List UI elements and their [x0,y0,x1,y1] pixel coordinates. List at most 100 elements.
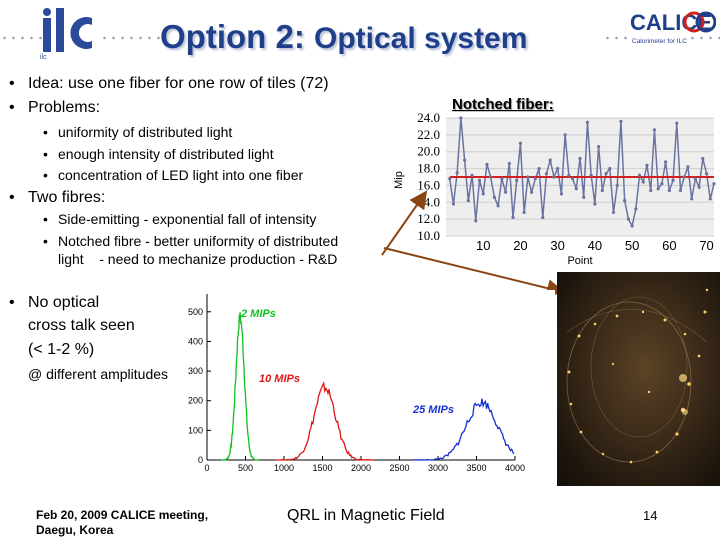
notched-data-point [667,188,671,193]
notched-data-point [544,172,549,176]
notched-data-point [693,177,697,181]
notched-y-tick-label: 10.0 [417,228,440,243]
footer-meeting: Feb 20, 2009 CALICE meeting, Daegu, Kore… [36,508,208,538]
notched-data-point [600,188,604,193]
crosstalk-line1: No optical [9,293,99,312]
notched-data-point [481,192,485,196]
notched-y-tick-label: 20.0 [417,144,440,159]
notched-y-tick-label: 18.0 [417,161,440,176]
hist-x-tick-label: 0 [204,463,209,473]
notched-data-point [541,215,545,220]
notched-data-point [552,175,556,179]
notched-data-point [690,197,694,201]
footer-meeting-line2: Daegu, Korea [36,523,114,537]
label-25-mips: 25 MIPs [412,404,454,416]
notched-data-point [485,162,489,166]
crosstalk-note: @ different amplitudes [28,366,169,382]
notched-data-point [489,175,493,179]
notched-data-point [641,180,645,184]
hist-y-tick-label: 300 [188,366,203,376]
label-10-mips: 10 MIPs [259,373,300,385]
page-number: 14 [643,508,658,523]
notched-y-axis-label: Mip [393,171,405,189]
notched-data-point [463,158,467,162]
notched-data-point [556,166,560,171]
hist-y-tick-label: 400 [188,336,203,346]
notched-data-point [563,133,567,137]
notched-y-tick-label: 16.0 [417,177,440,192]
notched-data-point [704,172,709,176]
notched-x-tick-label: 70 [699,238,713,253]
notched-data-point [611,210,616,214]
notched-data-point [675,121,679,125]
footer-topic: QRL in Magnetic Field [287,507,445,524]
notched-data-point [578,156,582,161]
notched-fiber-label: Notched fiber: [452,96,554,113]
bullet-idea: Idea: use one fiber for one row of tiles… [9,74,329,93]
notched-y-tick-label: 12.0 [417,211,440,226]
hist-x-tick-label: 500 [238,463,253,473]
hist-x-tick-label: 3500 [466,463,486,473]
notched-data-point [496,204,500,208]
header-dots-far-right [688,36,720,40]
notched-data-point [682,175,686,179]
notched-data-point [589,173,593,177]
page-title: Option 2: Optical system [160,18,527,56]
fiber-photo [557,272,720,486]
histogram-peak-2mips [221,312,260,461]
notched-data-point [701,156,705,161]
hist-y-tick-label: 0 [198,455,203,465]
notched-fiber-chart: 24.022.020.018.016.014.012.010.0 10 20 30 4… [390,112,720,270]
notched-data-point [664,160,668,164]
notched-data-point [708,197,712,201]
notched-data-point [623,199,627,203]
title-sub: Optical system [313,22,528,55]
notched-x-tick-label: 50 [625,238,639,253]
notched-data-point [530,190,534,194]
ilc-logo: ilc [40,8,100,61]
fibre-notched-continued: light - need to mechanize production - R… [58,251,338,267]
notched-data-point [630,224,634,228]
notched-x-tick-label: 60 [662,238,676,253]
label-2-mips: 2 MIPs [240,308,276,320]
notched-data-point [451,202,456,206]
notched-data-point [574,187,578,191]
ilc-logo-text: ilc [40,54,47,60]
notched-x-tick-label: 20 [513,238,527,253]
notched-data-point [660,182,664,186]
fibre-notched: Notched fibre - better uniformity of dis… [43,232,338,250]
notched-x-axis-label: Point [567,255,592,267]
hist-x-tick-label: 3000 [428,463,448,473]
notched-data-point [637,173,642,177]
header-dots-left [0,36,45,40]
bullet-problems: Problems: [9,98,100,117]
notched-data-point [518,141,523,145]
notched-data-point [604,172,608,176]
hist-x-tick-label: 1000 [274,463,294,473]
notched-data-point [503,190,508,194]
notched-data-point [686,165,690,169]
footer-meeting-line1: Feb 20, 2009 CALICE meeting, [36,508,209,522]
notched-data-point [634,207,638,211]
arrow-to-notched-chart [381,190,428,256]
hist-x-tick-label: 1500 [312,463,332,473]
notched-data-point [548,158,552,162]
notched-data-point [492,195,496,199]
hist-y-tick-label: 500 [188,307,203,317]
notched-data-point [656,187,660,191]
notched-data-point [470,173,474,177]
notched-data-point [671,178,675,182]
histogram-peak-25mips [412,398,515,461]
notched-data-point [593,202,597,206]
notched-data-point [515,178,519,182]
hist-y-tick-label: 200 [188,396,203,406]
hist-x-tick-label: 4000 [505,463,525,473]
notched-x-tick-label: 40 [588,238,602,253]
notched-data-point [649,188,653,193]
fibre-side-emitting: Side-emitting - exponential fall of inte… [43,210,316,228]
notched-data-point [645,163,649,167]
header-dots-middle [100,36,160,40]
notched-data-point [697,185,701,189]
histogram-peak-10mips [276,380,374,461]
